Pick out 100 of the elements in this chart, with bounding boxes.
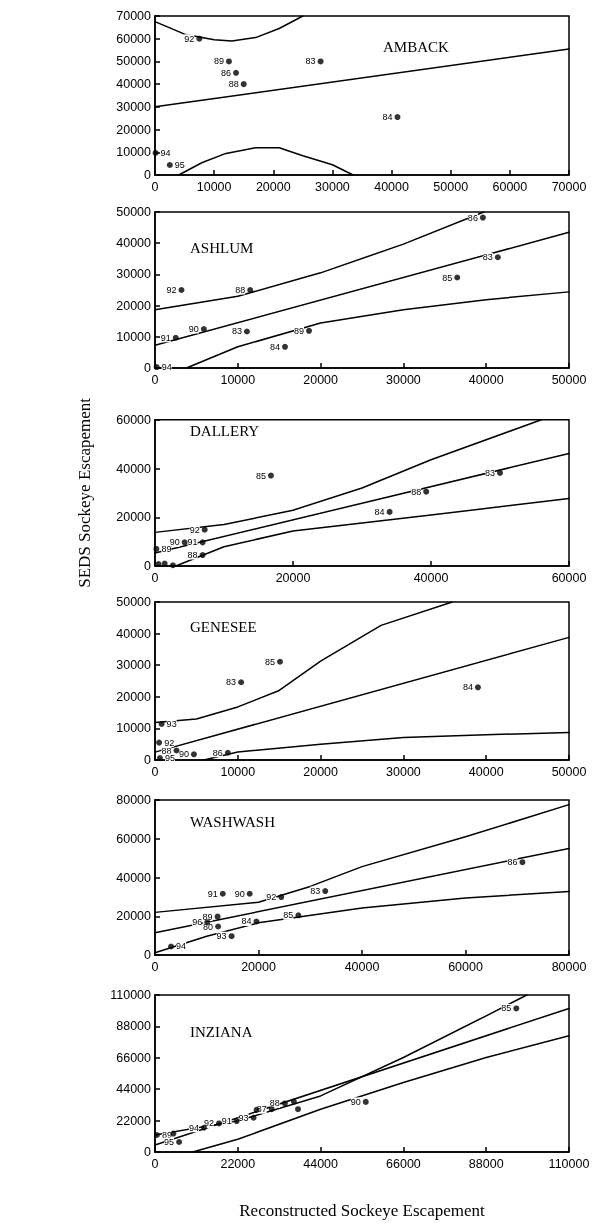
- y-tick-label: 10000: [116, 329, 152, 344]
- point: [246, 890, 253, 897]
- y-tick-label: 30000: [116, 99, 152, 114]
- x-tick-label: 44000: [303, 1156, 339, 1171]
- point: [225, 58, 232, 65]
- y-tick-label: 10000: [116, 721, 152, 736]
- y-tick-label: 20000: [116, 510, 152, 525]
- point: [423, 488, 430, 495]
- x-tick-label: 30000: [386, 372, 421, 387]
- annotation: 92: [203, 1118, 214, 1129]
- y-tick-label: 60000: [116, 831, 152, 846]
- annotation: 88: [228, 79, 239, 90]
- y-tick-label: 20000: [116, 689, 152, 704]
- y-tick-label: 30000: [116, 267, 152, 282]
- annotation: 94: [176, 941, 187, 952]
- annotation: 95: [164, 753, 175, 764]
- y-tick-label: 110000: [110, 988, 152, 1002]
- point: [513, 1005, 520, 1012]
- annotation: 93: [216, 931, 227, 942]
- point: [295, 1106, 302, 1113]
- point: [158, 720, 165, 727]
- x-axis-title: Reconstructed Sockeye Escapement: [239, 1201, 485, 1220]
- annotation: 85: [283, 910, 294, 921]
- point: [290, 1098, 297, 1105]
- y-tick-label: 0: [144, 753, 152, 767]
- y-tick-label: 50000: [116, 54, 152, 69]
- y-tick-label: 60000: [116, 31, 152, 46]
- text: WASHWASH: [190, 813, 276, 830]
- x-tick-label: 10000: [220, 372, 256, 387]
- x-tick-label: 60000: [448, 959, 483, 974]
- point: [199, 552, 206, 559]
- point: [250, 1114, 257, 1121]
- annotation: 86: [221, 67, 232, 78]
- point: [172, 334, 179, 341]
- annotation: 83: [231, 326, 242, 337]
- annotation: 91: [221, 1116, 232, 1127]
- y-tick-label: 88000: [116, 1019, 152, 1034]
- point: [394, 114, 401, 121]
- annotation: 86: [507, 857, 518, 868]
- annotation: 83: [305, 56, 316, 67]
- x-tick-label: 66000: [386, 1156, 421, 1171]
- x-tick-label: 110000: [548, 1156, 590, 1171]
- point: [243, 328, 250, 335]
- annotation: 92: [184, 33, 195, 44]
- point: [240, 81, 247, 88]
- annotation: 94: [161, 362, 172, 373]
- x-tick-label: 20000: [303, 764, 339, 779]
- point: [156, 739, 163, 746]
- annotation: 92: [266, 892, 277, 903]
- point: [479, 214, 486, 221]
- annotation: 88: [235, 285, 246, 295]
- point: [176, 1139, 183, 1146]
- point: [224, 749, 231, 756]
- y-tick-label: 0: [144, 1145, 152, 1159]
- x-tick-label: 40000: [374, 179, 409, 194]
- x-tick-label: 40000: [468, 764, 504, 779]
- annotation: 93: [238, 1112, 249, 1123]
- annotation: 84: [382, 112, 393, 123]
- x-tick-label: 20000: [241, 959, 276, 974]
- point: [253, 918, 260, 925]
- y-tick-label: 20000: [116, 298, 152, 313]
- point: [278, 894, 285, 901]
- point: [268, 1106, 275, 1113]
- x-tick-label: 50000: [551, 764, 587, 779]
- x-tick-label: 30000: [315, 179, 350, 194]
- point: [178, 287, 185, 293]
- point: [181, 539, 188, 546]
- annotation: 85: [501, 1003, 512, 1014]
- x-tick-label: 10000: [220, 764, 256, 779]
- point: [322, 888, 329, 895]
- point: [219, 890, 226, 897]
- y-tick-label: 40000: [116, 626, 152, 641]
- point: [228, 933, 235, 940]
- text: AMBACK: [383, 38, 450, 55]
- annotation: 85: [265, 656, 276, 667]
- point: [474, 684, 481, 691]
- point: [281, 1100, 288, 1107]
- point: [169, 562, 176, 569]
- y-tick-label: 50000: [116, 595, 152, 609]
- point: [153, 545, 160, 552]
- chart-title: DALLERY: [190, 422, 260, 439]
- y-tick-label: 80000: [116, 793, 152, 807]
- annotation: 90: [188, 324, 199, 334]
- annotation: 92: [189, 524, 200, 535]
- point: [282, 343, 288, 350]
- point: [161, 560, 168, 567]
- point: [215, 923, 222, 930]
- annotation: 94: [160, 147, 171, 158]
- point: [166, 162, 173, 168]
- point: [317, 58, 324, 65]
- point: [497, 469, 503, 476]
- y-tick-label: 40000: [116, 77, 152, 92]
- x-tick-label: 20000: [255, 179, 291, 194]
- y-tick-label: 0: [144, 948, 152, 962]
- annotation: 91: [187, 537, 198, 548]
- annotation: 88: [161, 745, 172, 756]
- point: [306, 327, 313, 334]
- annotation: 92: [164, 737, 175, 748]
- annotation: 89: [161, 543, 172, 554]
- annotation: 89: [293, 325, 305, 336]
